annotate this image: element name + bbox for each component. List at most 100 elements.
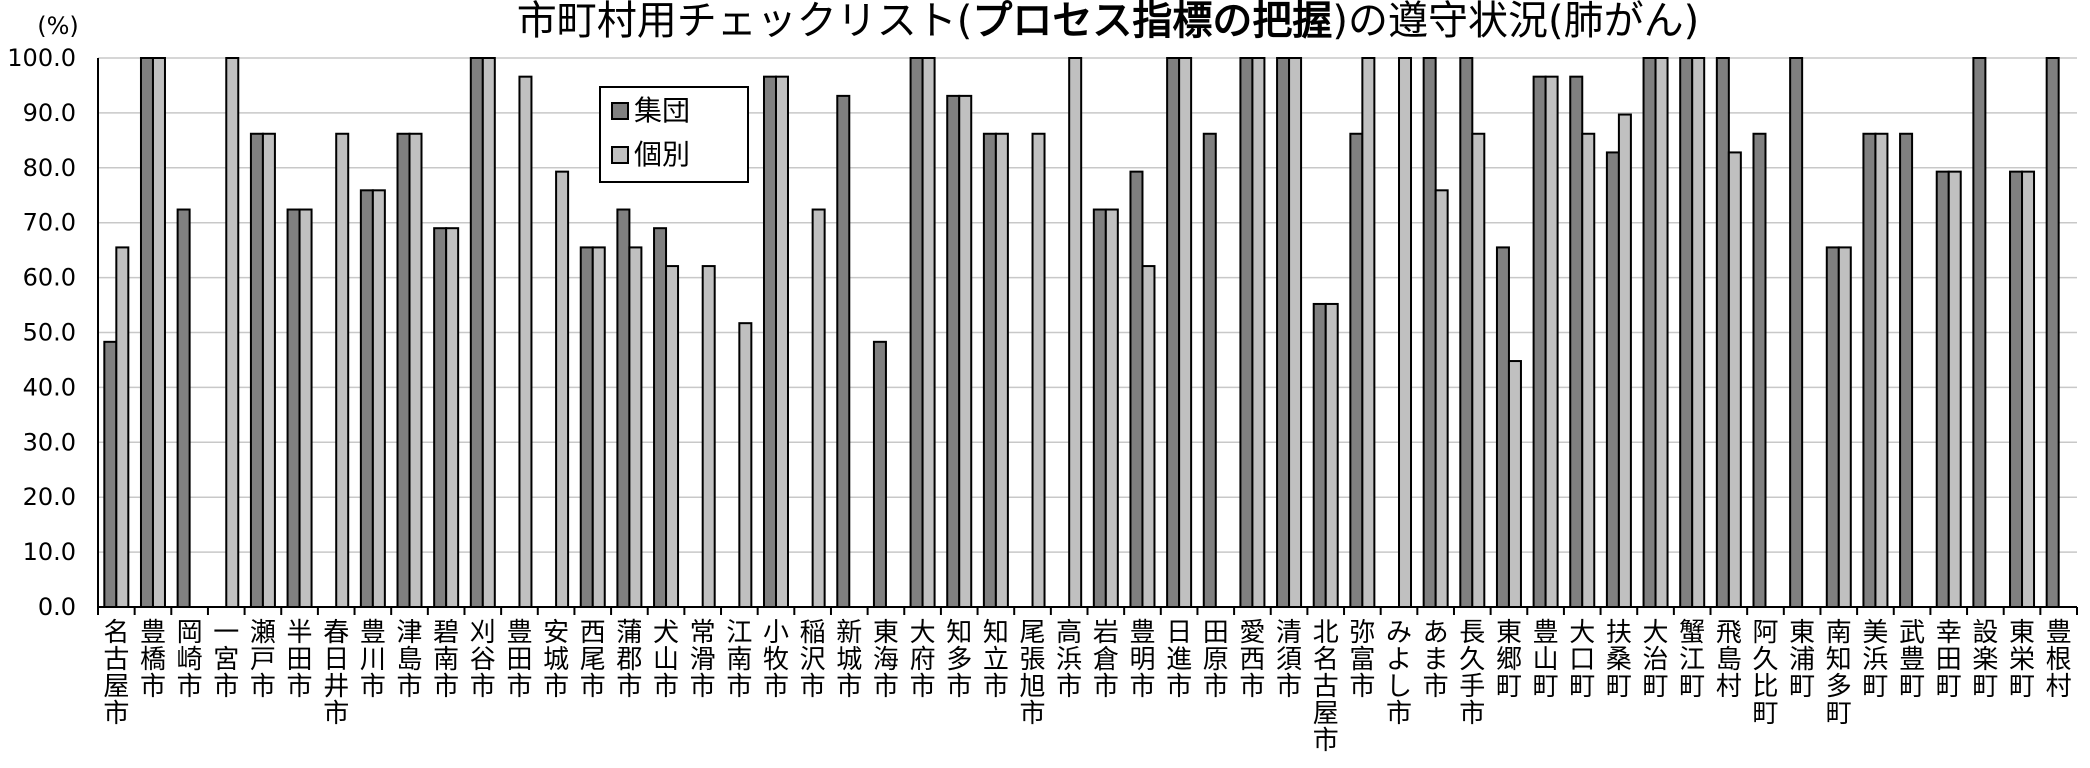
bar (2045, 57, 2060, 608)
category-label: 稲沢市 (800, 618, 826, 702)
bar (1324, 302, 1339, 608)
category-label: 大治町 (1643, 618, 1669, 702)
category-label: 蒲郡市 (616, 618, 642, 702)
category-label: 阿久比町 (1752, 618, 1778, 729)
bar (261, 132, 276, 608)
bar (1947, 170, 1962, 608)
bar (1837, 246, 1852, 608)
category-label: 津島市 (397, 618, 423, 702)
bar (1544, 75, 1559, 608)
bar (1104, 208, 1119, 609)
bar (1789, 57, 1804, 608)
category-label: 一宮市 (213, 618, 239, 702)
bar (872, 340, 887, 608)
bar (1972, 57, 1987, 608)
bar (1422, 57, 1437, 608)
chart-title-part-1: 市町村用チェックリスト( (517, 0, 973, 44)
category-label: 南知多町 (1826, 618, 1852, 729)
category-label: 幸田町 (1936, 618, 1962, 702)
bar (1312, 302, 1327, 608)
category-label: 高浜市 (1056, 618, 1082, 702)
bar (1605, 151, 1620, 608)
bar (909, 57, 924, 608)
category-label: 碧南市 (433, 618, 459, 702)
bar (1129, 170, 1144, 608)
bar (811, 208, 826, 609)
category-label: 田原市 (1203, 618, 1229, 702)
category-label: 豊田市 (506, 618, 532, 702)
bar (1727, 151, 1742, 608)
bar (616, 208, 631, 609)
category-label: 犬山市 (653, 618, 679, 702)
bar (1349, 132, 1364, 608)
category-label: 蟹江町 (1679, 618, 1705, 702)
bar (1507, 360, 1522, 608)
bar (738, 322, 753, 608)
bar (665, 265, 680, 608)
bar (1141, 265, 1156, 608)
bar (2009, 170, 2024, 608)
bar (946, 94, 961, 608)
y-tick-label: 0.0 (38, 593, 76, 621)
category-label: 知多市 (946, 618, 972, 702)
category-label: 飛島村 (1716, 618, 1742, 702)
legend-label-group: 集団 (634, 94, 690, 127)
bar (1239, 57, 1254, 608)
category-label: 尾張旭市 (1020, 618, 1046, 729)
bar (115, 246, 130, 608)
bar (469, 57, 484, 608)
category-label: 大口町 (1569, 618, 1595, 702)
category-label: 西尾市 (580, 618, 606, 702)
y-tick-label: 60.0 (23, 264, 76, 292)
y-tick-label: 20.0 (23, 483, 76, 511)
category-labels: 名古屋市豊橋市岡崎市一宮市瀬戸市半田市春日井市豊川市津島市碧南市刈谷市豊田市安城… (103, 618, 2071, 756)
y-tick-label: 40.0 (23, 373, 76, 401)
bars (103, 57, 2060, 609)
category-label: 東浦町 (1789, 618, 1815, 702)
category-label: 大府市 (910, 618, 936, 702)
bar (1874, 132, 1889, 608)
bar (1715, 57, 1730, 608)
chart-title: 市町村用チェックリスト(プロセス指標の把握)の遵守状況(肺がん) (517, 0, 1699, 44)
bar (701, 265, 716, 608)
bar (1178, 57, 1193, 608)
y-tick-label: 10.0 (23, 538, 76, 566)
category-label: 小牧市 (763, 618, 789, 702)
bar (1654, 57, 1669, 608)
category-label: 豊山町 (1533, 618, 1559, 702)
bar (445, 227, 460, 608)
chart-title-part-bold: プロセス指標の把握 (972, 0, 1332, 44)
category-label: みよし市 (1386, 618, 1412, 729)
bar (1459, 57, 1474, 608)
category-label: 東栄町 (2009, 618, 2035, 702)
legend: 集団 個別 (599, 86, 749, 183)
bar (1288, 57, 1303, 608)
y-tick-labels: 0.0 10.0 20.0 30.0 40.0 50.0 60.0 70.0 80.0 90.0 1… (7, 44, 76, 621)
bar (1581, 132, 1596, 608)
axes (97, 58, 2078, 615)
bar (958, 94, 973, 608)
bar (1202, 132, 1217, 608)
bar (591, 246, 606, 608)
category-label: あま市 (1423, 618, 1449, 702)
chart-title-part-3: )の遵守状況(肺がん) (1332, 0, 1699, 44)
bar (1495, 246, 1510, 608)
category-label: 美浜町 (1862, 618, 1888, 702)
bar (249, 132, 264, 608)
bar (176, 208, 191, 609)
category-label: 豊根村 (2046, 618, 2072, 702)
bar (1935, 170, 1950, 608)
bar (1434, 189, 1449, 609)
bar (1092, 208, 1107, 609)
bar (1166, 57, 1181, 608)
bar (1276, 57, 1291, 608)
bar (1679, 57, 1694, 608)
legend-swatch-individual (611, 146, 629, 164)
category-label: 江南市 (726, 618, 752, 702)
category-label: 刈谷市 (470, 618, 496, 702)
y-axis-unit-label: (%) (37, 12, 79, 40)
bar (994, 132, 1009, 608)
category-label: 名古屋市 (103, 618, 129, 729)
category-label: 豊明市 (1129, 618, 1155, 702)
